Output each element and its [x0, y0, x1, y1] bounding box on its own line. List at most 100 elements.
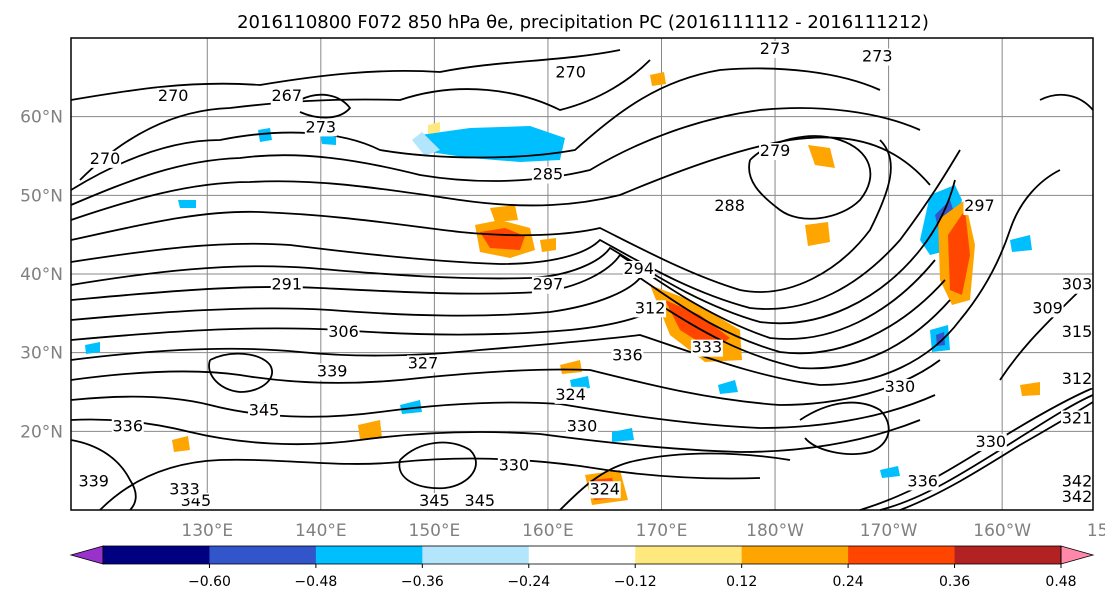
x-tick-label: 150°E	[409, 521, 461, 541]
contour-label-bg	[77, 473, 110, 491]
x-tick-label: 140°E	[295, 521, 347, 541]
precip-patch-negative	[420, 126, 565, 162]
precip-patch-negative	[178, 200, 196, 208]
contour-label-bg	[906, 473, 939, 491]
contour-label: 312	[635, 298, 666, 317]
map-plot-area: 270 267 270 273 270 273 273 279 285 288 297 291 297 2…	[70, 37, 1094, 511]
contour-label: 267	[271, 86, 302, 105]
contour-line	[70, 359, 941, 406]
contour-line	[70, 136, 931, 221]
contour-label-bg	[418, 493, 451, 510]
contour-label-bg	[157, 87, 190, 105]
colorbar-tick-label: 0.36	[939, 574, 970, 590]
contour-label: 345	[465, 491, 496, 510]
contour-label: 336	[907, 471, 938, 490]
contour-label-bg	[883, 379, 916, 396]
contour-label: 324	[589, 479, 620, 498]
y-tick-label: 40°N	[20, 265, 63, 285]
contour-label-bg	[690, 339, 723, 357]
contour-label-bg	[531, 166, 564, 184]
chart-title: 2016110800 F072 850 hPa θe, precipitatio…	[237, 12, 929, 33]
contour-label-bg	[588, 481, 621, 499]
contour-label: 342	[1062, 471, 1093, 490]
contour-label: 270	[158, 86, 189, 105]
contour-label: 321	[1062, 408, 1093, 427]
contour-line	[959, 169, 1061, 321]
contour-line	[799, 401, 890, 455]
contour-label-bg	[1031, 300, 1064, 318]
contour-label-bg	[1061, 323, 1093, 341]
contour-label: 339	[317, 361, 348, 380]
precip-patch-negative	[412, 132, 440, 156]
contour-label: 333	[169, 479, 200, 498]
contour-label-bg	[974, 434, 1007, 452]
y-tick-label: 50°N	[20, 186, 63, 206]
colorbar-tick-label: 0.48	[1045, 574, 1076, 590]
precip-patch-positive	[948, 210, 970, 295]
contour-label-bg	[531, 276, 564, 294]
contour-label-bg	[270, 87, 303, 105]
colorbar-tick-label: −0.24	[507, 574, 550, 590]
contour-label: 330	[885, 377, 916, 396]
precip-patch-negative	[1010, 235, 1032, 252]
contour-label: 312	[1062, 369, 1093, 388]
x-tick-label: 130°E	[181, 521, 233, 541]
precip-patch-negative	[570, 376, 590, 390]
contour-label-bg	[111, 418, 144, 436]
contour-label-bg	[861, 48, 894, 66]
contour-label: 309	[1032, 298, 1063, 317]
precip-patch-positive	[172, 436, 190, 452]
x-tick-label: 180°W	[746, 521, 804, 541]
contour-label: 315	[1062, 322, 1093, 341]
x-tick-label: 150°W	[1087, 521, 1105, 541]
contour-label: 339	[78, 471, 109, 490]
contour-label: 288	[714, 196, 745, 215]
precip-patch-positive	[358, 420, 382, 440]
contour-label: 342	[1062, 487, 1093, 506]
contour-label-bg	[759, 41, 792, 58]
contour-label: 336	[113, 416, 144, 435]
contour-label: 345	[419, 491, 450, 510]
colorbar-segment	[422, 546, 530, 564]
contour-label-bg	[168, 481, 201, 499]
contour-line	[70, 319, 961, 386]
precip-patch-positive	[490, 205, 518, 222]
plot-frame	[70, 37, 1094, 511]
contour-label-bg	[566, 418, 598, 436]
contour-label: 324	[555, 385, 586, 404]
contour-label: 294	[624, 259, 655, 278]
contour-label: 279	[760, 141, 791, 160]
contour-label: 330	[976, 432, 1007, 451]
contour-label: 330	[499, 456, 530, 475]
contour-label-bg	[622, 261, 655, 278]
x-tick-label: 160°W	[973, 521, 1031, 541]
contour-label: 285	[533, 165, 564, 184]
precip-patch-positive	[650, 72, 666, 86]
colorbar-tick-label: −0.36	[401, 574, 444, 590]
precip-patch-negative	[612, 428, 634, 442]
precip-patch-negative	[880, 466, 900, 478]
contour-line	[70, 276, 946, 355]
contour-line	[208, 352, 273, 393]
contour-line	[70, 67, 881, 191]
contour-label: 327	[408, 353, 439, 372]
precip-patch-negative	[85, 342, 100, 354]
contour-label-bg	[1061, 410, 1093, 428]
contour-line	[70, 49, 621, 101]
contour-line	[299, 93, 352, 119]
precip-patch-positive	[805, 222, 830, 246]
contour-label-bg	[1061, 371, 1093, 389]
contour-label: 291	[271, 275, 302, 294]
colorbar-tick-label: 0.24	[833, 574, 864, 590]
colorbar-tick-label: −0.12	[614, 574, 657, 590]
contour-label: 306	[328, 322, 359, 341]
contour-label: 273	[306, 117, 337, 136]
contour-line	[70, 107, 921, 206]
contour-label-bg	[1061, 473, 1093, 491]
contour-line	[70, 439, 137, 511]
contour-label-bg	[327, 323, 360, 341]
contour-label-bg	[713, 198, 746, 216]
contour-label-bg	[463, 493, 496, 510]
contour-line	[748, 135, 872, 220]
